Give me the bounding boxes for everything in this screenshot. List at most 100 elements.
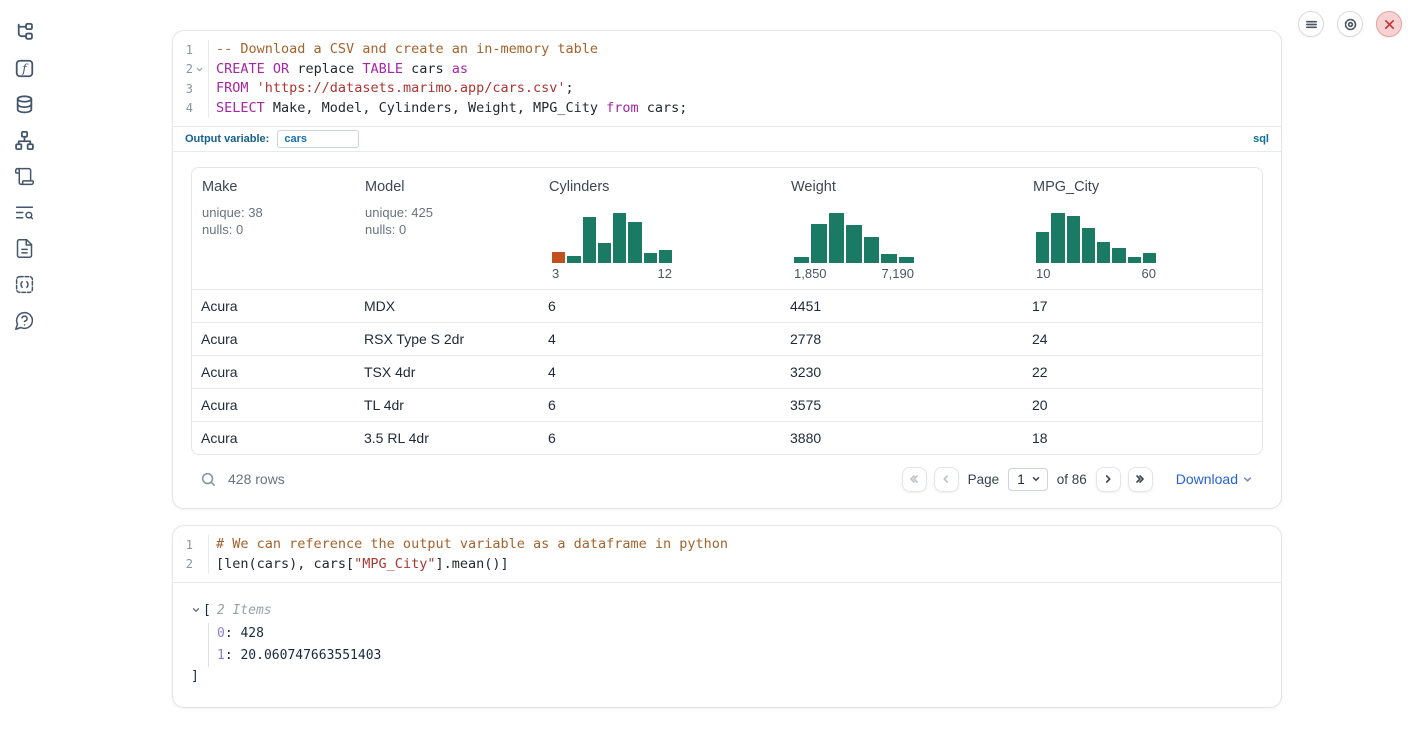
axis-min-label: 10	[1036, 266, 1051, 281]
settings-button[interactable]	[1337, 11, 1363, 37]
prev-page-button[interactable]	[933, 466, 959, 492]
column-header-model: Model unique: 425 nulls: 0	[355, 168, 539, 289]
histogram-bar	[1081, 228, 1095, 263]
code-line[interactable]: SELECT Make, Model, Cylinders, Weight, M…	[216, 99, 688, 116]
line-number: 1	[185, 537, 193, 552]
download-button[interactable]: Download	[1176, 471, 1253, 487]
column-name: Make	[202, 179, 238, 195]
code-line[interactable]: CREATE OR replace TABLE cars as	[216, 60, 469, 77]
tree-close-bracket: ]	[191, 669, 199, 684]
line-number: 3	[185, 81, 193, 96]
column-name: Weight	[791, 179, 836, 195]
notebook-actions	[1298, 11, 1402, 37]
table-row: Acura 3.5 RL 4dr 6 3880 18	[192, 421, 1262, 454]
table-cell: Acura	[201, 331, 238, 347]
histogram-bar	[597, 243, 611, 263]
histogram-bar	[881, 254, 897, 263]
table-cell: 3.5 RL 4dr	[364, 430, 429, 446]
axis-min-label: 3	[552, 266, 560, 281]
table-cell: Acura	[201, 430, 238, 446]
table-cell: 3880	[790, 430, 822, 446]
table-cell: 24	[1032, 331, 1048, 347]
menu-button[interactable]	[1298, 11, 1324, 37]
fold-chevron-icon[interactable]	[194, 64, 205, 75]
snippets-icon[interactable]	[14, 274, 35, 295]
code-line[interactable]: -- Download a CSV and create an in-memor…	[216, 41, 599, 57]
last-page-button[interactable]	[1127, 466, 1153, 492]
shutdown-button[interactable]	[1376, 11, 1402, 37]
settings-gear-icon	[1344, 18, 1356, 30]
table-cell: TL 4dr	[364, 397, 404, 413]
table-cell: 3575	[790, 397, 822, 413]
chevron-right-icon	[1106, 475, 1111, 483]
file-tree-icon[interactable]	[14, 22, 35, 43]
chevron-left-icon	[943, 475, 949, 483]
histogram-bar	[898, 257, 914, 263]
table-cell: 6	[548, 430, 556, 446]
datasources-icon[interactable]	[14, 94, 35, 115]
code-line[interactable]: [len(cars), cars["MPG_City"].mean()]	[216, 555, 509, 572]
table-cell: 18	[1032, 430, 1048, 446]
table-row: Acura TSX 4dr 4 3230 22	[192, 355, 1262, 388]
function-icon[interactable]: f	[14, 58, 35, 79]
search-icon	[201, 472, 215, 486]
tree-collapse-toggle[interactable]	[191, 605, 203, 615]
line-number: 1	[185, 42, 193, 57]
scratchpad-icon[interactable]	[14, 166, 35, 187]
chevrons-left-icon	[910, 475, 918, 483]
tree-items-count: 2 Items	[216, 602, 272, 618]
table-header: Make unique: 38 nulls: 0 Model unique: 425 nu…	[192, 168, 1262, 289]
histogram-bar	[567, 256, 581, 263]
language-badge: sql	[1253, 133, 1269, 145]
table-cell: RSX Type S 2dr	[364, 331, 465, 347]
page-total-label: of 86	[1056, 471, 1087, 487]
table-cell: Acura	[201, 298, 238, 314]
sql-cell-meta-row: Output variable: sql	[173, 126, 1281, 152]
column-stats: unique: 425 nulls: 0	[365, 205, 433, 237]
histogram-bar	[552, 252, 566, 263]
next-page-button[interactable]	[1095, 466, 1121, 492]
histogram-bar	[582, 217, 596, 263]
table-cell: 4451	[790, 298, 822, 314]
column-histogram: 3 12	[552, 213, 672, 281]
page-label: Page	[967, 471, 1000, 487]
sql-code-editor[interactable]: 1 2 3 4 -- Download a CSV and create an in-…	[173, 31, 1281, 126]
first-page-button[interactable]	[901, 466, 927, 492]
left-sidebar: f	[0, 0, 48, 729]
table-search-button[interactable]	[197, 468, 219, 490]
page-select[interactable]: 1	[1008, 467, 1048, 491]
code-line[interactable]: # We can reference the output variable a…	[216, 536, 729, 552]
chevron-down-icon	[192, 608, 200, 613]
line-number: 2	[185, 557, 193, 572]
dependency-graph-icon[interactable]	[14, 130, 35, 151]
code-lines: # We can reference the output variable a…	[209, 535, 1281, 574]
gutter: 1 2 3 4	[173, 40, 209, 118]
histogram-bar	[1051, 213, 1065, 263]
row-count: 428 rows	[228, 471, 285, 487]
help-icon[interactable]	[14, 310, 35, 331]
table-cell: 3230	[790, 364, 822, 380]
output-variable-input[interactable]	[277, 130, 360, 148]
table-cell: 17	[1032, 298, 1048, 314]
table-cell: Acura	[201, 397, 238, 413]
documentation-icon[interactable]	[14, 238, 35, 259]
histogram-bar	[1112, 248, 1126, 263]
histogram-bar	[828, 213, 845, 263]
column-stats: unique: 38 nulls: 0	[202, 205, 263, 237]
code-line[interactable]: FROM 'https://datasets.marimo.app/cars.c…	[216, 80, 574, 96]
column-header-weight: Weight 1,850 7,190	[781, 168, 1023, 289]
histogram-bar	[1142, 253, 1156, 263]
histogram-bar	[846, 225, 862, 263]
line-number: 4	[185, 101, 193, 116]
histogram-bar	[1036, 232, 1050, 263]
table-cell: MDX	[364, 298, 396, 314]
column-header-cylinders: Cylinders 3 12	[539, 168, 781, 289]
table-cell: 20	[1032, 397, 1048, 413]
logs-search-icon[interactable]	[14, 202, 35, 223]
page-select-value: 1	[1017, 471, 1025, 487]
chevron-down-icon	[1243, 476, 1252, 482]
column-header-make: Make unique: 38 nulls: 0	[192, 168, 355, 289]
